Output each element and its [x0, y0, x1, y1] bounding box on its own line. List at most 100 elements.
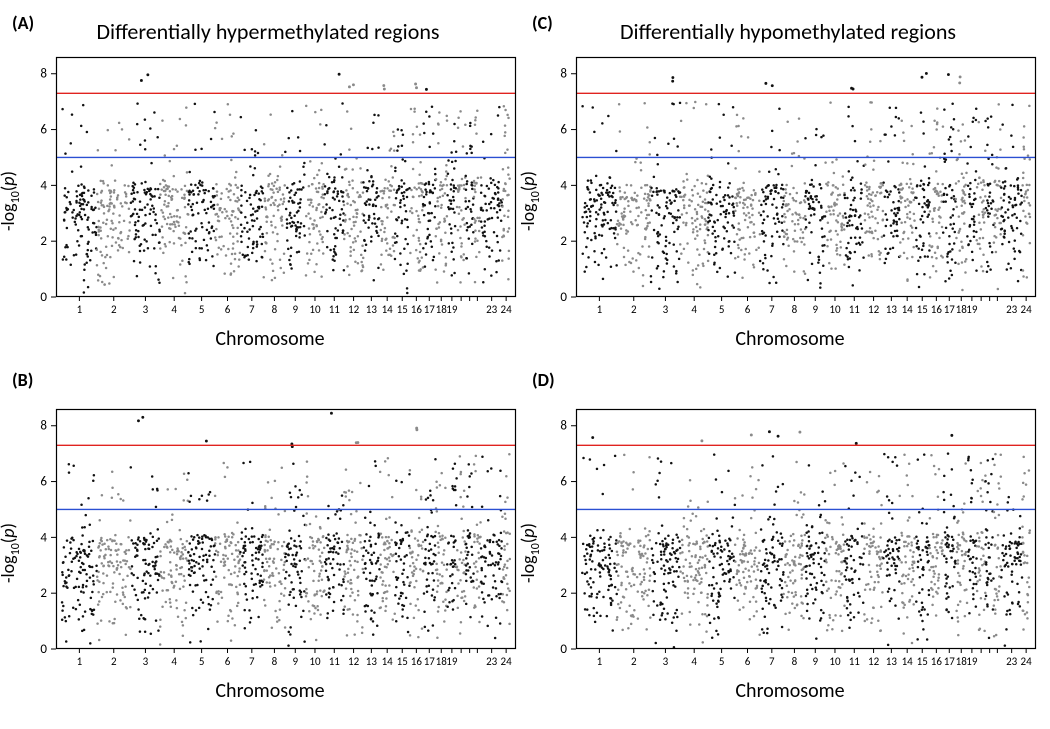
svg-text:3: 3 [143, 655, 149, 668]
svg-text:11: 11 [329, 303, 341, 316]
svg-text:9: 9 [812, 303, 818, 316]
manhattan-plot-A: 02468123456789101112131415161718192324 [16, 51, 524, 325]
svg-text:5: 5 [199, 655, 205, 668]
cell-C: (C) Differentially hypomethylated region… [532, 12, 1044, 351]
column-title-right: Differentially hypomethylated regions [532, 18, 1044, 45]
svg-text:4: 4 [40, 178, 47, 193]
plot-B-wrap: -log10(p) 024681234567891011121314151617… [16, 403, 524, 703]
manhattan-plot-B: 02468123456789101112131415161718192324 [16, 403, 524, 677]
svg-text:15: 15 [397, 303, 408, 316]
svg-text:4: 4 [171, 303, 177, 316]
svg-text:14: 14 [382, 655, 394, 668]
panel-tag-D: (D) [532, 369, 555, 391]
svg-text:0: 0 [40, 642, 47, 657]
svg-text:4: 4 [40, 530, 47, 545]
svg-text:1: 1 [77, 655, 83, 668]
svg-text:17: 17 [944, 303, 956, 316]
manhattan-plot-C: 02468123456789101112131415161718192324 [536, 51, 1044, 325]
svg-text:4: 4 [691, 303, 697, 316]
svg-text:6: 6 [745, 303, 751, 316]
svg-text:6: 6 [560, 123, 567, 138]
svg-text:6: 6 [40, 475, 47, 490]
svg-text:7: 7 [769, 303, 775, 316]
svg-text:17: 17 [424, 303, 436, 316]
svg-text:10: 10 [309, 655, 321, 668]
svg-text:24: 24 [501, 303, 513, 316]
svg-text:13: 13 [886, 303, 898, 316]
svg-text:2: 2 [111, 655, 117, 668]
figure-manhattan-grid: (A) Differentially hypermethylated regio… [12, 12, 1038, 703]
svg-text:10: 10 [829, 303, 841, 316]
svg-text:14: 14 [382, 303, 394, 316]
plot-C-wrap: -log10(p) 024681234567891011121314151617… [536, 51, 1044, 351]
svg-text:11: 11 [329, 655, 341, 668]
svg-text:0: 0 [560, 290, 567, 305]
x-axis-label: Chromosome [16, 679, 524, 703]
svg-text:11: 11 [849, 303, 861, 316]
svg-text:2: 2 [631, 303, 637, 316]
svg-text:1: 1 [77, 303, 83, 316]
svg-text:8: 8 [272, 303, 278, 316]
svg-text:0: 0 [40, 290, 47, 305]
svg-text:16: 16 [931, 303, 943, 316]
svg-text:15: 15 [917, 303, 928, 316]
svg-text:3: 3 [143, 303, 149, 316]
svg-text:7: 7 [249, 303, 255, 316]
plot-D-wrap: -log10(p) 024681234567891011121314151617… [536, 403, 1044, 703]
panel-tag-C: (C) [532, 12, 553, 34]
svg-text:9: 9 [292, 655, 298, 668]
svg-text:23: 23 [486, 303, 498, 316]
cell-B: (B) -log10(p) 02468123456789101112131415… [12, 369, 524, 703]
x-axis-label: Chromosome [16, 327, 524, 351]
panel-tag-B: (B) [12, 369, 33, 391]
svg-text:12: 12 [348, 655, 360, 668]
svg-text:24: 24 [1021, 303, 1033, 316]
svg-text:8: 8 [560, 67, 567, 82]
cell-A: (A) Differentially hypermethylated regio… [12, 12, 524, 351]
svg-text:4: 4 [171, 655, 177, 668]
svg-text:6: 6 [225, 303, 231, 316]
svg-text:10: 10 [309, 303, 321, 316]
svg-text:9: 9 [292, 303, 298, 316]
svg-text:16: 16 [411, 655, 423, 668]
svg-text:8: 8 [792, 303, 798, 316]
svg-text:16: 16 [411, 303, 423, 316]
panel-tag-A: (A) [12, 12, 34, 34]
svg-text:6: 6 [40, 123, 47, 138]
x-axis-label: Chromosome [536, 327, 1044, 351]
svg-text:2: 2 [111, 303, 117, 316]
svg-text:6: 6 [225, 655, 231, 668]
svg-text:15: 15 [397, 655, 408, 668]
svg-text:23: 23 [486, 655, 498, 668]
svg-text:2: 2 [40, 234, 47, 249]
plot-A-wrap: -log10(p) 024681234567891011121314151617… [16, 51, 524, 351]
svg-text:24: 24 [501, 655, 513, 668]
svg-text:14: 14 [902, 303, 914, 316]
svg-text:3: 3 [663, 303, 669, 316]
x-axis-label: Chromosome [536, 679, 1044, 703]
row-top: (A) Differentially hypermethylated regio… [12, 12, 1038, 351]
svg-text:4: 4 [560, 178, 567, 193]
svg-text:19: 19 [966, 303, 978, 316]
svg-text:8: 8 [272, 655, 278, 668]
svg-text:2: 2 [560, 234, 567, 249]
svg-text:19: 19 [446, 303, 458, 316]
svg-text:1: 1 [597, 303, 603, 316]
y-axis-label: -log10(p) [0, 523, 23, 583]
cell-D: (D) -log10(p) 02468123456789101112131415… [532, 369, 1044, 703]
svg-text:17: 17 [424, 655, 436, 668]
svg-text:13: 13 [366, 303, 378, 316]
svg-text:5: 5 [199, 303, 205, 316]
y-axis-label: -log10(p) [0, 171, 23, 231]
column-title-left: Differentially hypermethylated regions [12, 18, 524, 45]
svg-text:2: 2 [40, 586, 47, 601]
row-bottom: (B) -log10(p) 02468123456789101112131415… [12, 369, 1038, 703]
manhattan-plot-D: 02468123456789101112131415161718192324 [536, 403, 1044, 677]
svg-text:12: 12 [348, 303, 360, 316]
svg-text:7: 7 [249, 655, 255, 668]
svg-text:8: 8 [40, 67, 47, 82]
svg-text:13: 13 [366, 655, 378, 668]
svg-text:5: 5 [719, 303, 725, 316]
y-axis-label: -log10(p) [517, 523, 543, 583]
svg-text:12: 12 [868, 303, 880, 316]
